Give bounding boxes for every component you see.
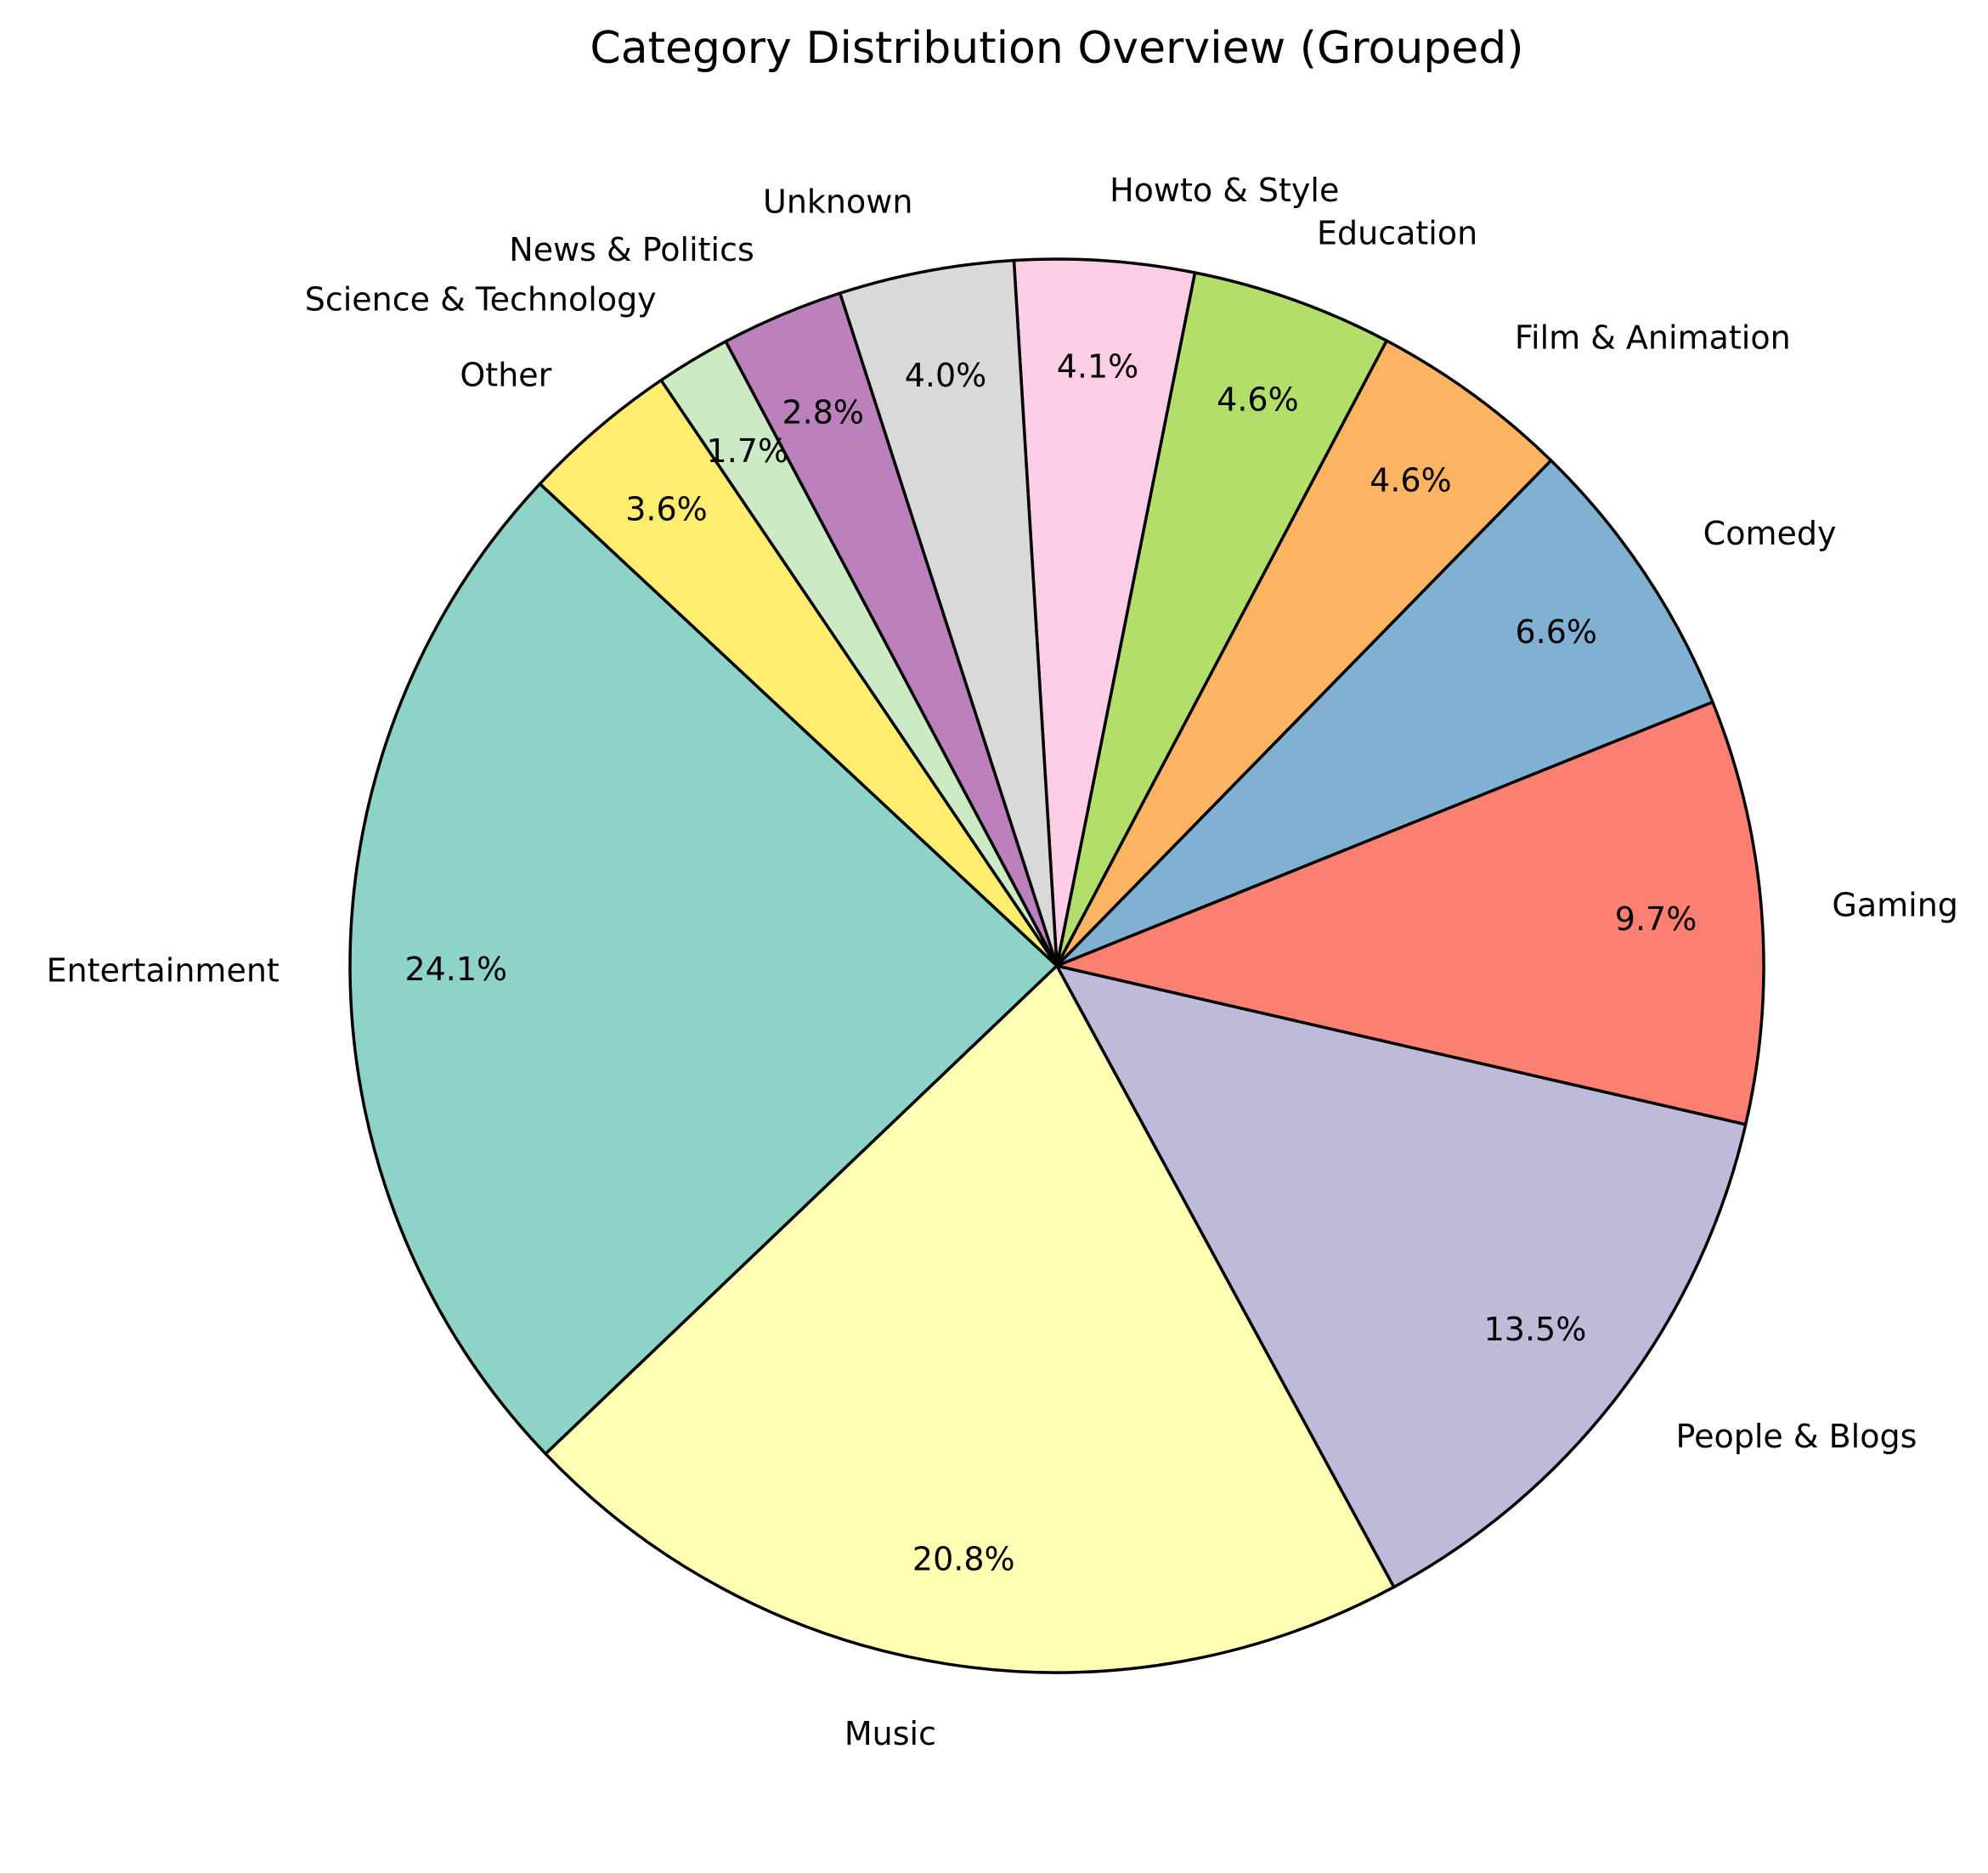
percent-label-gaming: 9.7% (1615, 900, 1697, 938)
pie-slice-unknown (838, 258, 1059, 968)
pie-slice-comedy (1055, 459, 1714, 968)
category-label-music: Music (844, 1715, 936, 1752)
percent-label-science-and-technology: 1.7% (707, 432, 789, 470)
category-label-entertainment: Entertainment (47, 951, 280, 989)
pie-slices (348, 257, 1765, 1674)
percent-label-comedy: 6.6% (1516, 613, 1598, 651)
chart-title: Category Distribution Overview (Grouped) (590, 23, 1523, 74)
category-label-film-and-animation: Film & Animation (1515, 319, 1791, 356)
category-label-science-and-technology: Science & Technology (305, 280, 657, 318)
percent-label-people-and-blogs: 13.5% (1484, 1311, 1587, 1348)
pie-slice-howto-and-style (1012, 257, 1197, 968)
pie-slice-gaming (1055, 700, 1765, 1126)
category-label-news-and-politics: News & Politics (509, 231, 754, 268)
category-label-education: Education (1317, 214, 1477, 251)
percent-label-other: 3.6% (625, 490, 708, 527)
category-label-gaming: Gaming (1832, 887, 1958, 924)
pie-slice-music (544, 964, 1396, 1674)
category-label-people-and-blogs: People & Blogs (1676, 1418, 1917, 1455)
percent-label-education: 4.6% (1217, 381, 1299, 419)
percent-label-music: 20.8% (912, 1541, 1015, 1578)
category-label-howto-and-style: Howto & Style (1110, 172, 1339, 209)
percent-labels: 24.1% 20.8% 13.5% 9.7% 6.6% 4.6% 4.6% 4.1% 4.0% 2… (404, 347, 1697, 1577)
percent-label-news-and-politics: 2.8% (782, 394, 864, 432)
pie-slice-other (538, 378, 1059, 968)
category-label-unknown: Unknown (763, 183, 912, 221)
percent-label-howto-and-style: 4.1% (1057, 347, 1139, 385)
pie-slice-film-and-animation (1055, 339, 1553, 968)
category-label-other: Other (460, 356, 551, 393)
pie-slice-education (1055, 271, 1388, 968)
percent-label-film-and-animation: 4.6% (1370, 461, 1452, 499)
percent-label-unknown: 4.0% (905, 357, 987, 394)
percent-label-entertainment: 24.1% (404, 951, 507, 988)
pie-slice-entertainment (348, 482, 1059, 1456)
pie-slice-people-and-blogs (1055, 964, 1748, 1589)
category-label-comedy: Comedy (1703, 515, 1837, 552)
category-labels: Entertainment Music People & Blogs Gaming Co… (47, 172, 1958, 1752)
